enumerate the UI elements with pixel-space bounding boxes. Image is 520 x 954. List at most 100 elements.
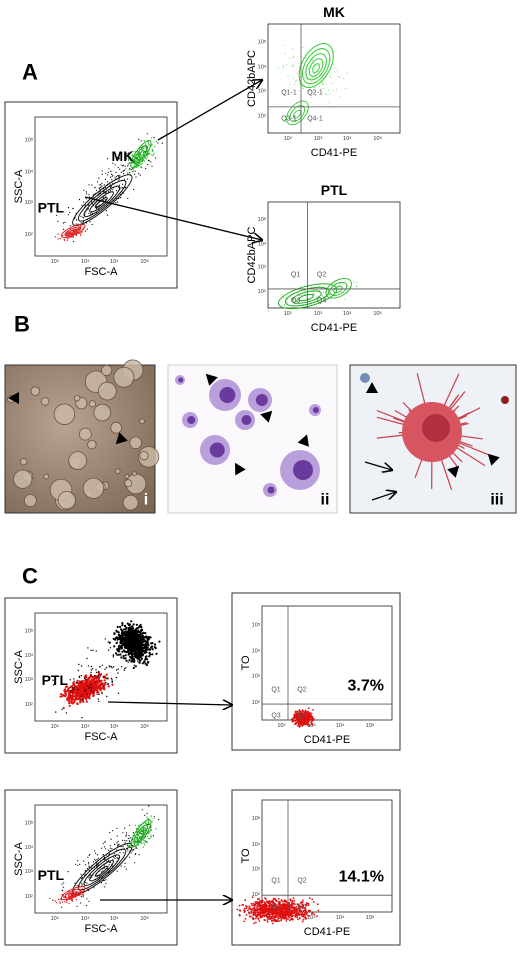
cell [113, 366, 135, 388]
event [87, 676, 90, 680]
event [82, 216, 84, 218]
event [280, 919, 283, 922]
event [339, 96, 341, 98]
event [139, 836, 141, 838]
tick-base: 10 [25, 820, 31, 826]
event [268, 303, 270, 305]
event [329, 74, 331, 76]
tick-exponent: 3 [258, 672, 261, 677]
tick-label: 102 [25, 231, 34, 239]
event [299, 83, 301, 85]
event [70, 225, 72, 227]
cell [87, 439, 97, 450]
event [125, 667, 127, 669]
event [313, 78, 315, 80]
event [120, 865, 122, 867]
plot-frame [34, 116, 168, 257]
event [330, 77, 332, 78]
event [142, 653, 145, 656]
event [138, 659, 141, 662]
event [88, 212, 90, 214]
event [302, 906, 304, 908]
event [305, 57, 307, 59]
event [119, 174, 121, 176]
event [78, 663, 80, 666]
tick-exponent: 5 [147, 258, 150, 263]
quadrant-label: Q1-1 [281, 89, 297, 96]
event [119, 168, 121, 170]
event [108, 864, 110, 866]
event [245, 914, 248, 916]
event [316, 295, 318, 297]
event [71, 900, 74, 902]
event [120, 171, 122, 173]
event [88, 863, 90, 865]
event [112, 654, 115, 656]
event [105, 673, 108, 676]
event [97, 181, 99, 183]
cell [501, 396, 509, 404]
event [284, 916, 286, 919]
event [114, 853, 116, 855]
event [310, 723, 313, 726]
tick-label: 105 [258, 216, 267, 224]
event [79, 697, 82, 700]
tick-label: 105 [140, 915, 149, 923]
event [135, 166, 137, 169]
event [301, 724, 304, 727]
event [258, 920, 261, 922]
event [130, 644, 133, 647]
event [62, 886, 64, 888]
event [304, 722, 306, 725]
plot-frame [261, 799, 393, 913]
event [124, 165, 126, 167]
event [146, 661, 150, 664]
event [92, 692, 95, 695]
event [309, 299, 311, 300]
event [100, 871, 102, 873]
tick-exponent: 3 [320, 135, 323, 140]
tick-label: 103 [258, 87, 267, 95]
tick-exponent: 4 [116, 258, 119, 263]
event [302, 918, 305, 921]
tick-label: 104 [336, 722, 345, 730]
event [75, 223, 77, 225]
event [309, 67, 311, 69]
tick-exponent: 3 [264, 263, 267, 268]
tick-base: 10 [25, 702, 31, 708]
event [243, 920, 246, 923]
event [85, 691, 88, 694]
event [118, 184, 120, 186]
plot-box [231, 592, 401, 751]
event [291, 901, 293, 904]
event [279, 901, 281, 904]
event [116, 640, 119, 642]
event [85, 700, 88, 703]
event [67, 214, 69, 216]
event [120, 646, 123, 649]
event [310, 716, 313, 719]
event [319, 79, 321, 80]
tick-base: 10 [252, 622, 258, 628]
event [252, 907, 255, 909]
event [102, 870, 104, 872]
event [103, 184, 105, 186]
event [141, 634, 144, 638]
event [263, 901, 266, 904]
event [80, 681, 82, 683]
event [295, 911, 298, 914]
event [109, 831, 111, 834]
event [149, 838, 151, 840]
contour [77, 179, 127, 222]
event [301, 76, 303, 78]
contour [72, 843, 133, 895]
event [120, 157, 122, 159]
contour [333, 285, 343, 294]
event [263, 919, 266, 921]
tick-label: 102 [51, 723, 60, 731]
quadrant-label: Q1 [291, 271, 300, 278]
y-axis-label: SSC-A [13, 650, 25, 684]
event [309, 88, 311, 90]
event [310, 90, 312, 92]
event [263, 912, 265, 915]
